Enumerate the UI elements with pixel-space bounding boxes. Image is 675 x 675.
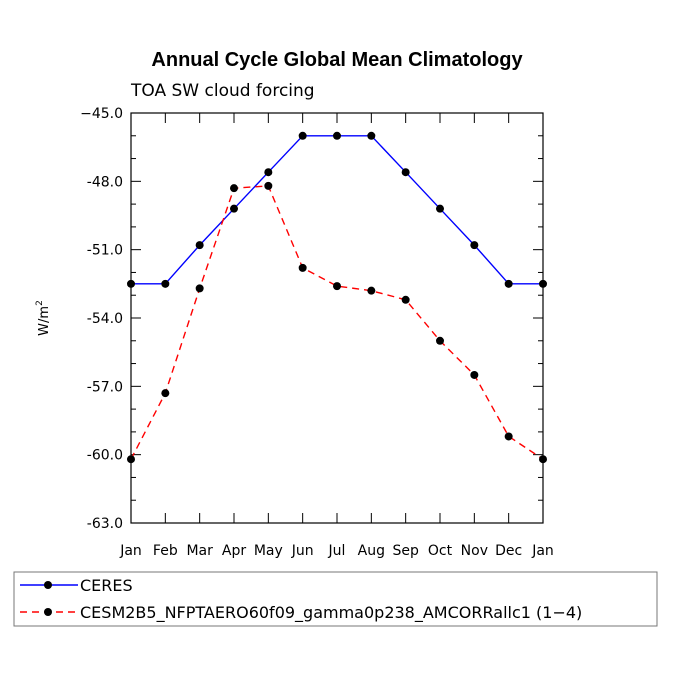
data-point xyxy=(333,131,341,140)
data-point xyxy=(470,370,479,379)
y-tick-label: -48.0 xyxy=(87,174,123,190)
x-tick-label: Jan xyxy=(531,543,554,559)
data-point xyxy=(161,279,170,288)
data-point xyxy=(264,168,273,177)
data-point xyxy=(230,204,238,213)
x-tick-label: Mar xyxy=(186,543,213,559)
series-layer xyxy=(127,131,547,464)
legend: CERES CESM2B5_NFPTAERO60f09_gamma0p238_A… xyxy=(13,571,658,627)
data-point xyxy=(127,455,135,464)
data-point xyxy=(195,284,204,293)
data-point xyxy=(504,279,513,288)
series-line-1 xyxy=(130,185,544,460)
data-point xyxy=(436,204,444,213)
x-tick-label: May xyxy=(254,543,283,559)
plot-frame xyxy=(130,112,544,524)
series-line-0 xyxy=(131,135,543,285)
data-point xyxy=(195,241,204,250)
legend-label-cesm: CESM2B5_NFPTAERO60f09_gamma0p238_AMCORRa… xyxy=(80,603,582,623)
data-point xyxy=(401,168,410,177)
data-point xyxy=(539,455,547,464)
y-axis-label: W/m2 xyxy=(35,300,52,336)
y-tick-label: -60.0 xyxy=(87,448,123,464)
x-tick-label: Jun xyxy=(291,543,314,559)
data-point xyxy=(401,295,410,304)
y-tick-label: −45.0 xyxy=(80,106,123,122)
data-point xyxy=(367,286,376,295)
y-tick-label: -54.0 xyxy=(87,311,123,327)
legend-box xyxy=(13,571,658,627)
y-axis: −45.0 -48.0 -51.0 -54.0 -57.0 -60.0 -63.0 xyxy=(80,106,543,532)
x-tick-label: Aug xyxy=(358,543,385,559)
legend-marker-cesm xyxy=(44,608,52,616)
data-point xyxy=(230,184,238,193)
x-tick-label: Feb xyxy=(153,543,178,559)
x-axis: Jan Feb Mar Apr May Jun Jul Aug Sep Oct Nov Dec Jan xyxy=(119,113,554,559)
x-tick-label: Nov xyxy=(461,543,488,559)
x-tick-label: Oct xyxy=(428,543,453,559)
y-tick-label: -51.0 xyxy=(87,243,123,259)
x-tick-label: Jul xyxy=(328,543,346,559)
data-point xyxy=(504,432,513,441)
x-tick-label: Jan xyxy=(119,543,142,559)
legend-marker-ceres xyxy=(44,581,52,589)
data-point xyxy=(539,279,547,288)
chart-title: Annual Cycle Global Mean Climatology xyxy=(151,49,523,71)
legend-label-ceres: CERES xyxy=(80,576,133,595)
data-point xyxy=(264,181,273,190)
x-tick-label: Sep xyxy=(392,543,419,559)
chart-subtitle: TOA SW cloud forcing xyxy=(130,81,315,101)
y-tick-label: -57.0 xyxy=(87,379,123,395)
data-point xyxy=(367,131,376,140)
data-point xyxy=(436,336,444,345)
data-point xyxy=(161,389,170,398)
data-point xyxy=(298,263,307,272)
y-tick-label: -63.0 xyxy=(87,516,123,532)
data-point xyxy=(127,279,135,288)
data-point xyxy=(298,131,307,140)
x-tick-label: Dec xyxy=(495,543,522,559)
data-point xyxy=(470,241,479,250)
data-point xyxy=(333,282,341,291)
x-tick-label: Apr xyxy=(222,543,246,559)
